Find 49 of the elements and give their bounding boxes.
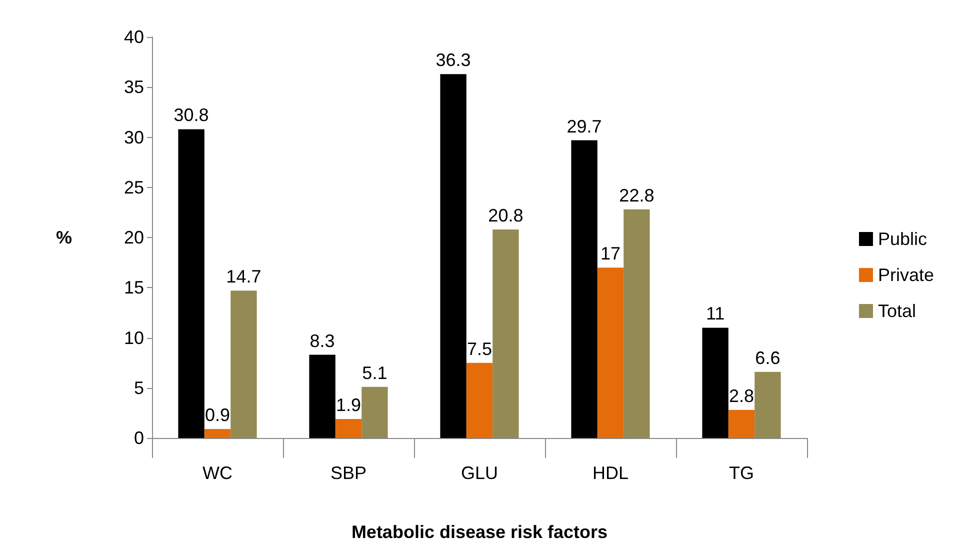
data-label: 30.8 [174,105,209,126]
data-label: 2.8 [728,386,754,406]
bar [754,372,781,438]
x-tick-label: TG [729,463,754,483]
data-label: 14.7 [226,266,262,287]
y-tick-label: 0 [134,428,144,448]
bar [309,354,336,438]
x-tick-label: HDL [592,463,629,483]
data-label: 0.9 [204,404,230,425]
bar [702,328,728,438]
y-tick-label: 35 [124,77,144,98]
bar [571,140,598,438]
x-tick-label: WC [202,463,232,483]
bar [466,362,493,438]
data-label: 11 [706,304,725,324]
bar [624,209,650,438]
bar [178,129,204,438]
bar [362,386,388,438]
bar [492,229,519,438]
bar [728,410,755,438]
data-label: 22.8 [619,185,654,206]
data-label: 20.8 [488,205,524,226]
x-tick-label: SBP [330,463,367,483]
bar [597,268,624,438]
bar [230,290,257,438]
bar [335,418,362,438]
y-tick-label: 20 [124,228,144,248]
data-label: 8.3 [310,330,335,351]
data-label: 5.1 [362,362,388,383]
data-label: 1.9 [336,394,362,415]
y-tick-label: 15 [124,278,144,298]
y-tick-label: 25 [124,177,144,198]
y-tick-label: 30 [124,127,144,148]
x-tick-label: GLU [460,463,498,483]
data-label: 6.6 [755,348,780,368]
y-tick-label: 10 [124,328,144,348]
data-label: 36.3 [436,50,471,70]
y-axis-title: % [56,228,72,248]
data-label: 7.5 [466,338,492,359]
legend-label: Total [878,301,916,321]
data-label: 17 [600,244,621,264]
y-tick-label: 5 [134,378,144,398]
bar [204,428,231,438]
legend-label: Private [878,265,934,285]
data-label: 29.7 [566,116,602,136]
x-axis-title: Metabolic disease risk factors [351,522,608,542]
bar [440,74,466,438]
y-tick-label: 40 [124,27,144,47]
legend-label: Public [878,229,928,249]
